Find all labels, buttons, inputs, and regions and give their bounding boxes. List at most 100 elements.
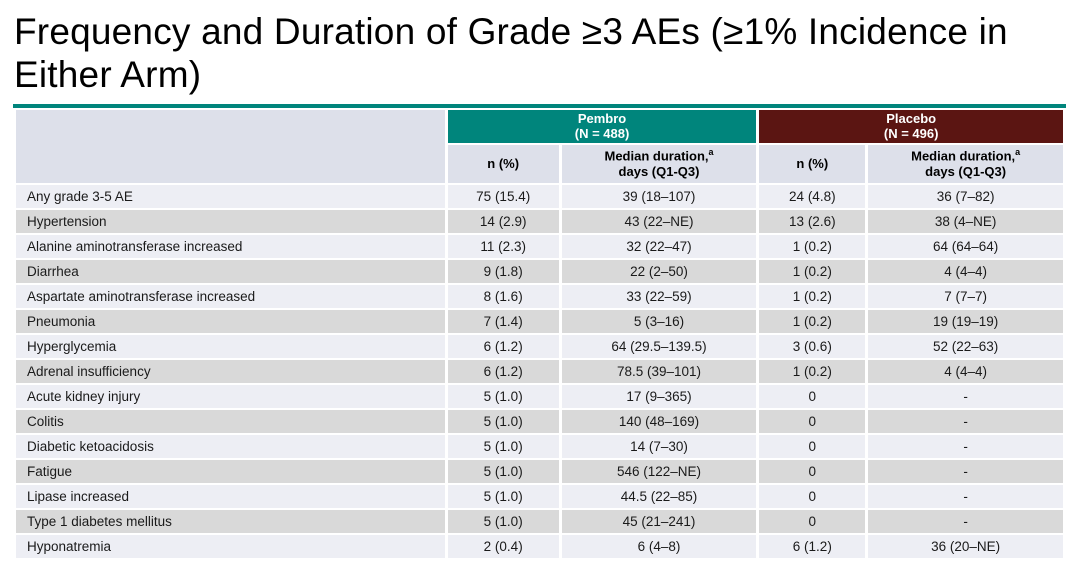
- cell-pembro-duration: 22 (2–50): [561, 259, 757, 283]
- cell-placebo-duration: -: [868, 484, 1063, 508]
- cell-pembro-n: 2 (0.4): [447, 534, 559, 558]
- cell-ae-name: Alanine aminotransferase increased: [16, 234, 445, 258]
- cell-pembro-n: 5 (1.0): [447, 384, 559, 408]
- cell-ae-name: Adrenal insufficiency: [16, 359, 445, 383]
- cell-pembro-n: 11 (2.3): [447, 234, 559, 258]
- table-row: Fatigue 5 (1.0) 546 (122–NE) 0-: [16, 459, 1063, 483]
- cell-pembro-n: 75 (15.4): [447, 184, 559, 208]
- cell-placebo-n: 0: [759, 384, 866, 408]
- cell-placebo-duration: 64 (64–64): [868, 234, 1063, 258]
- placebo-duration-column-header: Median duration,a days (Q1-Q3): [868, 144, 1063, 183]
- cell-pembro-duration: 546 (122–NE): [561, 459, 757, 483]
- cell-ae-name: Hypertension: [16, 209, 445, 233]
- cell-pembro-duration: 44.5 (22–85): [561, 484, 757, 508]
- adverse-events-table: Pembro (N = 488) Placebo (N = 496) n (%) M…: [13, 108, 1066, 560]
- table-row: Aspartate aminotransferase increased 8 (1…: [16, 284, 1063, 308]
- footnote-marker-a: a: [708, 146, 714, 157]
- table-row: Acute kidney injury 5 (1.0) 17 (9–365) 0-: [16, 384, 1063, 408]
- cell-placebo-n: 0: [759, 409, 866, 433]
- cell-placebo-duration: -: [868, 434, 1063, 458]
- cell-placebo-n: 1 (0.2): [759, 234, 866, 258]
- cell-ae-name: Acute kidney injury: [16, 384, 445, 408]
- cell-placebo-n: 1 (0.2): [759, 309, 866, 333]
- cell-ae-name: Colitis: [16, 409, 445, 433]
- cell-ae-name: Hyperglycemia: [16, 334, 445, 358]
- cell-placebo-duration: 4 (4–4): [868, 259, 1063, 283]
- cell-placebo-n: 0: [759, 484, 866, 508]
- cell-placebo-duration: 38 (4–NE): [868, 209, 1063, 233]
- cell-pembro-duration: 45 (21–241): [561, 509, 757, 533]
- cell-ae-name: Hyponatremia: [16, 534, 445, 558]
- cell-placebo-n: 0: [759, 434, 866, 458]
- corner-cell: [16, 109, 445, 183]
- group-header-row: Pembro (N = 488) Placebo (N = 496): [16, 109, 1063, 183]
- cell-placebo-duration: -: [868, 384, 1063, 408]
- table-row: Diarrhea 9 (1.8) 22 (2–50) 1 (0.2) 4 (4–4): [16, 259, 1063, 283]
- table-body: Any grade 3-5 AE 75 (15.4) 39 (18–107) 24 (…: [16, 184, 1063, 558]
- cell-ae-name: Diarrhea: [16, 259, 445, 283]
- cell-pembro-n: 6 (1.2): [447, 334, 559, 358]
- cell-pembro-n: 8 (1.6): [447, 284, 559, 308]
- cell-ae-name: Aspartate aminotransferase increased: [16, 284, 445, 308]
- cell-ae-name: Diabetic ketoacidosis: [16, 434, 445, 458]
- cell-pembro-n: 7 (1.4): [447, 309, 559, 333]
- cell-placebo-n: 1 (0.2): [759, 259, 866, 283]
- cell-pembro-n: 14 (2.9): [447, 209, 559, 233]
- cell-placebo-duration: 36 (7–82): [868, 184, 1063, 208]
- cell-pembro-duration: 78.5 (39–101): [561, 359, 757, 383]
- subheader-row: n (%) Median duration,a days (Q1-Q3) n (%…: [16, 144, 1063, 183]
- cell-placebo-n: 1 (0.2): [759, 284, 866, 308]
- cell-placebo-n: 24 (4.8): [759, 184, 866, 208]
- table-row: Colitis 5 (1.0) 140 (48–169) 0-: [16, 409, 1063, 433]
- cell-placebo-n: 3 (0.6): [759, 334, 866, 358]
- placebo-group-header: Placebo (N = 496): [759, 109, 1063, 143]
- cell-placebo-duration: 4 (4–4): [868, 359, 1063, 383]
- cell-pembro-duration: 64 (29.5–139.5): [561, 334, 757, 358]
- cell-pembro-n: 5 (1.0): [447, 459, 559, 483]
- placebo-n-column-header: n (%): [759, 144, 866, 183]
- cell-placebo-duration: 7 (7–7): [868, 284, 1063, 308]
- table-row: Hyperglycemia 6 (1.2) 64 (29.5–139.5) 3 (0.…: [16, 334, 1063, 358]
- cell-ae-name: Pneumonia: [16, 309, 445, 333]
- page-title-line1: Frequency and Duration of Grade ≥3 AEs (…: [14, 11, 1008, 52]
- pembro-group-header: Pembro (N = 488): [447, 109, 757, 143]
- cell-pembro-n: 5 (1.0): [447, 434, 559, 458]
- cell-placebo-n: 6 (1.2): [759, 534, 866, 558]
- cell-placebo-n: 0: [759, 509, 866, 533]
- cell-pembro-duration: 33 (22–59): [561, 284, 757, 308]
- table-row: Diabetic ketoacidosis 5 (1.0) 14 (7–30) 0-: [16, 434, 1063, 458]
- cell-pembro-n: 5 (1.0): [447, 409, 559, 433]
- cell-pembro-duration: 39 (18–107): [561, 184, 757, 208]
- cell-pembro-duration: 5 (3–16): [561, 309, 757, 333]
- pembro-duration-column-header: Median duration,a days (Q1-Q3): [561, 144, 757, 183]
- table-row: Hyponatremia 2 (0.4) 6 (4–8) 6 (1.2) 36 (20–…: [16, 534, 1063, 558]
- cell-pembro-n: 5 (1.0): [447, 509, 559, 533]
- cell-placebo-duration: -: [868, 459, 1063, 483]
- cell-ae-name: Lipase increased: [16, 484, 445, 508]
- cell-pembro-n: 9 (1.8): [447, 259, 559, 283]
- placebo-group-name: Placebo: [886, 110, 937, 126]
- cell-placebo-duration: 52 (22–63): [868, 334, 1063, 358]
- cell-pembro-duration: 43 (22–NE): [561, 209, 757, 233]
- cell-pembro-duration: 140 (48–169): [561, 409, 757, 433]
- cell-pembro-duration: 6 (4–8): [561, 534, 757, 558]
- cell-pembro-n: 5 (1.0): [447, 484, 559, 508]
- table-row: Type 1 diabetes mellitus 5 (1.0) 45 (21–24…: [16, 509, 1063, 533]
- pembro-group-n: (N = 488): [574, 126, 630, 142]
- table-row: Alanine aminotransferase increased 11 (2.…: [16, 234, 1063, 258]
- page-title: Frequency and Duration of Grade ≥3 AEs (…: [14, 10, 1066, 97]
- cell-ae-name: Type 1 diabetes mellitus: [16, 509, 445, 533]
- cell-placebo-n: 0: [759, 459, 866, 483]
- cell-pembro-duration: 17 (9–365): [561, 384, 757, 408]
- cell-placebo-duration: 19 (19–19): [868, 309, 1063, 333]
- table-row: Any grade 3-5 AE 75 (15.4) 39 (18–107) 24 (…: [16, 184, 1063, 208]
- table-row: Adrenal insufficiency 6 (1.2) 78.5 (39–101…: [16, 359, 1063, 383]
- cell-placebo-duration: 36 (20–NE): [868, 534, 1063, 558]
- cell-pembro-duration: 32 (22–47): [561, 234, 757, 258]
- page-title-line2: Either Arm): [14, 54, 202, 96]
- footnote-marker-a: a: [1015, 146, 1021, 157]
- placebo-group-n: (N = 496): [883, 126, 939, 142]
- title-underline-rule: [13, 103, 1066, 108]
- cell-placebo-duration: -: [868, 509, 1063, 533]
